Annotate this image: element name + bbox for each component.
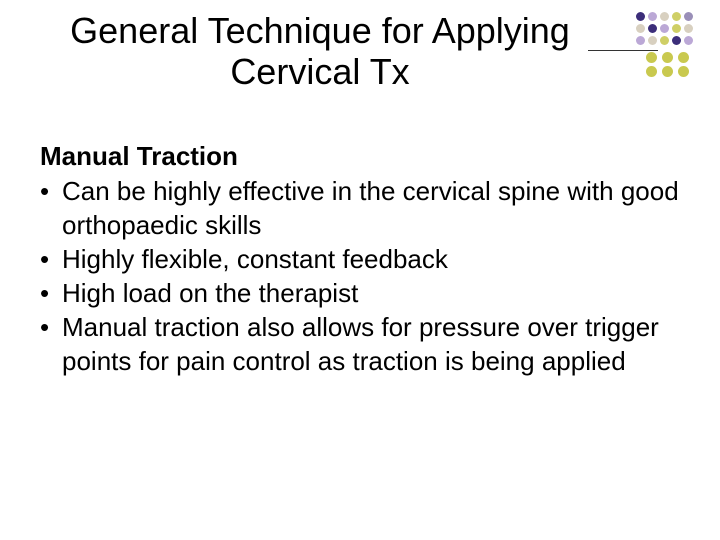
slide-body: Manual Traction • Can be highly effectiv…: [40, 140, 680, 379]
dot-icon: [660, 12, 669, 21]
dot-icon: [662, 52, 673, 63]
slide: General Technique for Applying Cervical …: [0, 0, 720, 540]
bullet-item: • Manual traction also allows for pressu…: [40, 311, 680, 378]
section-heading: Manual Traction: [40, 140, 680, 173]
dot-icon: [672, 36, 681, 45]
dot-icon: [636, 24, 645, 33]
dot-icon: [636, 36, 645, 45]
bullet-item: • Can be highly effective in the cervica…: [40, 175, 680, 242]
bullet-mark: •: [40, 277, 62, 310]
dot-icon: [672, 12, 681, 21]
dot-icon: [678, 66, 689, 77]
title-rule: [588, 50, 658, 51]
dot-icon: [660, 24, 669, 33]
dot-icon: [684, 12, 693, 21]
slide-title: General Technique for Applying Cervical …: [60, 10, 580, 93]
dot-icon: [646, 52, 657, 63]
bullet-mark: •: [40, 311, 62, 378]
dot-icon: [672, 24, 681, 33]
bullet-text: High load on the therapist: [62, 277, 680, 310]
dot-icon: [662, 66, 673, 77]
dot-icon: [646, 66, 657, 77]
dot-icon: [648, 12, 657, 21]
dot-icon: [684, 36, 693, 45]
bullet-text: Highly flexible, constant feedback: [62, 243, 680, 276]
bullet-text: Manual traction also allows for pressure…: [62, 311, 680, 378]
bullet-text: Can be highly effective in the cervical …: [62, 175, 680, 242]
dot-icon: [678, 52, 689, 63]
bullet-item: • Highly flexible, constant feedback: [40, 243, 680, 276]
dot-icon: [636, 12, 645, 21]
dot-icon: [660, 36, 669, 45]
dot-icon: [684, 24, 693, 33]
bullet-mark: •: [40, 243, 62, 276]
bullet-mark: •: [40, 175, 62, 242]
dot-icon: [648, 36, 657, 45]
bullet-item: • High load on the therapist: [40, 277, 680, 310]
dot-icon: [648, 24, 657, 33]
